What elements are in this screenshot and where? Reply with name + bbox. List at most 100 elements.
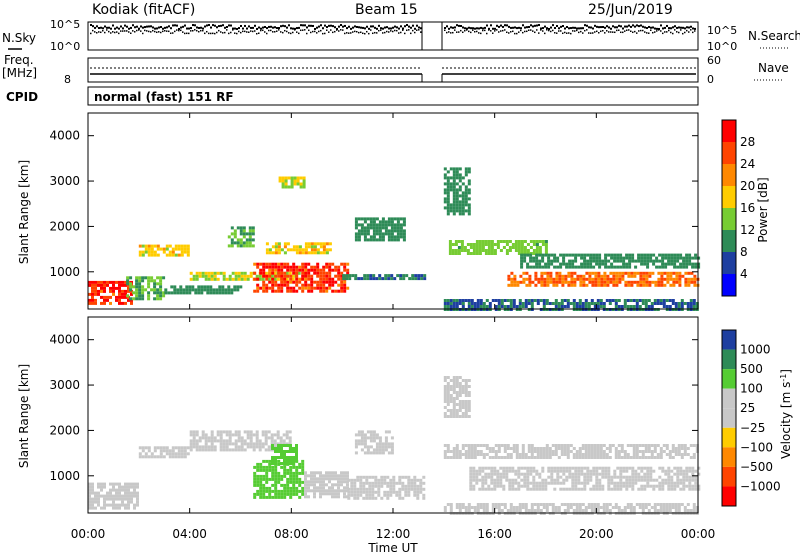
nsky-point (694, 27, 696, 30)
nsearch-point (470, 31, 472, 34)
range-cell (313, 489, 316, 493)
range-cell (561, 283, 565, 287)
range-cell (631, 478, 635, 482)
range-cell (585, 283, 589, 287)
range-cell (289, 248, 293, 252)
range-cell (268, 468, 272, 472)
range-cell (583, 487, 587, 491)
range-cell (664, 472, 668, 476)
range-cell (613, 481, 617, 485)
nsky-point (342, 25, 344, 28)
range-cell (262, 468, 266, 472)
range-cell (390, 445, 394, 449)
range-cell (619, 484, 623, 488)
range-cell (271, 474, 275, 478)
range-cell (162, 449, 166, 453)
range-cell (673, 256, 677, 260)
range-cell (274, 251, 278, 255)
range-cell (295, 277, 299, 281)
range-cell (195, 277, 199, 281)
range-cell (580, 469, 584, 473)
range-cell (207, 439, 211, 443)
nsearch-point (146, 30, 148, 32)
range-cell (159, 446, 163, 450)
nsky-point (658, 27, 660, 30)
power-colorbar-swatch (722, 208, 736, 230)
range-cell (528, 283, 532, 287)
range-cell (568, 262, 572, 266)
range-cell (659, 299, 663, 302)
range-cell (458, 415, 462, 418)
power-colorbar-swatch (722, 142, 736, 164)
range-cell (461, 194, 465, 198)
range-cell (551, 302, 555, 305)
range-cell (249, 271, 253, 275)
range-cell (487, 249, 491, 252)
range-cell (389, 484, 393, 488)
range-cell (617, 299, 621, 302)
range-cell (685, 262, 689, 266)
range-cell (529, 466, 533, 470)
range-cell (695, 444, 699, 447)
range-cell (375, 217, 379, 221)
range-cell (688, 466, 692, 470)
range-cell (413, 490, 417, 494)
range-cell (443, 391, 447, 394)
range-cell (565, 466, 569, 470)
range-cell (598, 253, 602, 257)
nsky-point (280, 25, 282, 28)
range-cell (670, 259, 674, 263)
range-cell (331, 277, 335, 281)
range-cell (236, 288, 240, 292)
range-cell (522, 277, 526, 281)
range-cell (88, 283, 91, 287)
range-cell (144, 247, 148, 251)
x-tick-label: 08:00 (274, 527, 309, 541)
nsky-point (98, 27, 100, 30)
range-cell (443, 176, 447, 180)
range-cell (562, 253, 566, 257)
range-cell (640, 256, 644, 260)
range-cell (547, 475, 551, 479)
range-cell (617, 450, 621, 453)
range-cell (526, 265, 530, 269)
range-cell (526, 475, 530, 479)
range-cell (313, 286, 317, 290)
range-cell (601, 466, 605, 470)
range-cell (648, 274, 652, 278)
range-cell (124, 283, 127, 287)
range-cell (280, 265, 284, 269)
range-cell (262, 474, 266, 478)
range-cell (461, 406, 465, 409)
range-cell (484, 475, 488, 479)
range-cell (356, 475, 360, 479)
range-cell (490, 240, 494, 243)
range-cell (461, 403, 465, 406)
range-cell (454, 249, 458, 252)
nsearch-point (406, 29, 408, 32)
range-cell (204, 436, 208, 440)
range-cell (685, 259, 689, 263)
range-cell (559, 469, 563, 473)
range-cell (443, 379, 447, 382)
range-cell (88, 292, 91, 296)
range-cell (268, 465, 272, 469)
range-cell (587, 506, 591, 509)
range-cell (461, 385, 465, 388)
range-cell (641, 453, 645, 456)
range-cell (340, 262, 344, 266)
range-cell (485, 447, 489, 450)
range-cell (684, 283, 688, 287)
nsky-point (632, 24, 634, 27)
nsearch-point (662, 32, 664, 35)
range-cell (464, 185, 468, 189)
range-cell (298, 483, 302, 487)
range-cell (664, 481, 668, 485)
nsky-point (96, 25, 98, 28)
range-cell (159, 279, 163, 283)
range-cell (458, 403, 462, 406)
range-cell (596, 506, 600, 509)
nsky-point (630, 25, 632, 28)
range-cell (525, 277, 529, 281)
range-cell (183, 250, 187, 254)
